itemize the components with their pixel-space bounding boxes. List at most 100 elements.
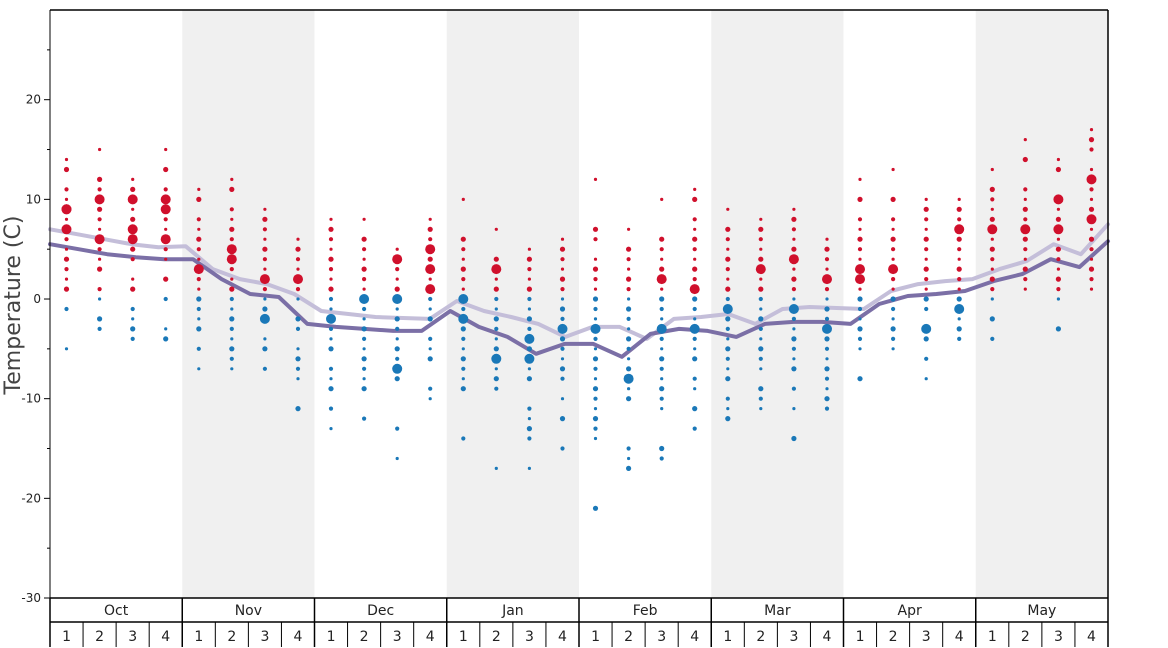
data-point xyxy=(328,286,334,292)
data-point xyxy=(229,356,234,361)
data-point xyxy=(98,227,102,231)
data-point xyxy=(362,336,367,341)
data-point xyxy=(857,247,863,252)
data-points xyxy=(61,128,1097,511)
data-point xyxy=(98,147,102,152)
data-point xyxy=(758,226,764,232)
data-point xyxy=(494,386,499,391)
data-point xyxy=(626,246,632,252)
data-point xyxy=(427,256,433,262)
data-point xyxy=(593,426,598,431)
data-point xyxy=(692,236,698,242)
data-point xyxy=(163,276,169,282)
data-point xyxy=(560,446,565,451)
data-point xyxy=(824,306,830,312)
data-point xyxy=(1053,194,1064,205)
data-point xyxy=(593,377,598,381)
data-point xyxy=(825,357,829,361)
data-point xyxy=(626,257,631,262)
data-point xyxy=(160,194,171,205)
data-point xyxy=(160,204,171,215)
data-point xyxy=(329,217,333,221)
data-point xyxy=(923,206,929,212)
data-point xyxy=(692,306,697,312)
data-point xyxy=(196,277,201,282)
week-label: 2 xyxy=(492,629,501,645)
data-point xyxy=(229,296,234,302)
data-point xyxy=(627,327,631,331)
data-point xyxy=(824,346,830,351)
data-point xyxy=(990,237,994,241)
data-point xyxy=(229,267,234,272)
data-point xyxy=(855,264,865,275)
data-point xyxy=(230,367,234,371)
data-point xyxy=(692,266,698,272)
data-point xyxy=(987,224,998,235)
data-point xyxy=(361,326,367,332)
data-point xyxy=(229,326,234,331)
data-point xyxy=(759,277,763,281)
data-point xyxy=(627,267,631,271)
data-point xyxy=(858,347,862,351)
data-point xyxy=(788,304,799,314)
data-point xyxy=(493,256,499,262)
data-point xyxy=(656,274,667,285)
data-point xyxy=(427,356,433,362)
data-point xyxy=(392,254,403,265)
week-label: 3 xyxy=(393,629,402,645)
data-point xyxy=(425,244,436,255)
data-point xyxy=(394,376,400,382)
data-point xyxy=(1055,276,1061,282)
data-point xyxy=(593,436,598,441)
data-point xyxy=(526,376,533,382)
data-point xyxy=(725,316,731,322)
data-point xyxy=(560,346,565,351)
data-point xyxy=(362,277,367,282)
data-point xyxy=(526,426,533,432)
data-point xyxy=(626,276,632,282)
week-label: 4 xyxy=(558,629,567,645)
data-point xyxy=(692,217,697,222)
data-point xyxy=(460,266,466,272)
data-point xyxy=(97,217,102,222)
data-point xyxy=(1089,287,1094,291)
data-point xyxy=(924,306,929,312)
data-point xyxy=(891,306,896,312)
data-point xyxy=(460,386,466,392)
data-point xyxy=(725,296,730,302)
data-point xyxy=(990,257,995,262)
data-point xyxy=(263,267,267,271)
data-point xyxy=(361,386,367,392)
data-point xyxy=(461,247,466,252)
data-point xyxy=(295,287,301,292)
data-point xyxy=(295,356,301,362)
data-point xyxy=(296,377,300,381)
week-label: 3 xyxy=(922,629,931,645)
data-point xyxy=(692,336,697,341)
data-point xyxy=(526,256,533,262)
data-point xyxy=(1089,187,1094,192)
data-point xyxy=(527,367,532,371)
data-point xyxy=(230,177,234,181)
data-point xyxy=(1023,187,1028,192)
data-point xyxy=(626,316,631,321)
data-point xyxy=(627,227,631,231)
data-point xyxy=(328,256,334,262)
data-point xyxy=(759,367,763,371)
data-point xyxy=(197,227,201,231)
data-point xyxy=(924,197,928,201)
data-point xyxy=(461,436,466,441)
data-point xyxy=(957,197,961,201)
data-point xyxy=(1055,246,1061,252)
data-point xyxy=(659,366,664,371)
data-point xyxy=(361,266,367,272)
data-point xyxy=(197,317,201,321)
data-point xyxy=(923,336,929,342)
data-point xyxy=(526,286,533,292)
data-point xyxy=(626,396,632,402)
data-point xyxy=(559,366,566,372)
data-point xyxy=(1023,257,1027,261)
data-point xyxy=(559,306,566,312)
data-point xyxy=(693,347,697,351)
data-point xyxy=(196,196,202,202)
